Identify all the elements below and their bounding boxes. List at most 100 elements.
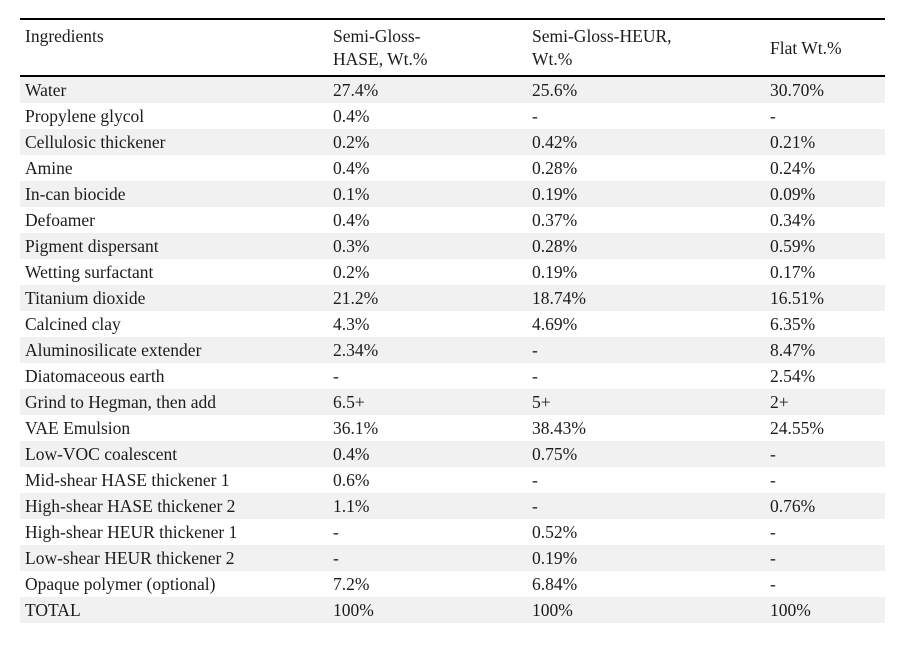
table-body: Water 27.4% 25.6% 30.70% Propylene glycol 0.4… bbox=[20, 76, 885, 623]
value-flat: 6.35% bbox=[770, 314, 816, 334]
table-row: Low-VOC coalescent 0.4% 0.75% - bbox=[20, 441, 885, 467]
value-semigloss-heur: 0.52% bbox=[532, 522, 578, 542]
table-header: Ingredients Semi-Gloss-HASE, Wt.% Semi-Glo… bbox=[20, 19, 885, 76]
value-semigloss-heur: 18.74% bbox=[532, 288, 586, 308]
table-row: In-can biocide 0.1% 0.19% 0.09% bbox=[20, 181, 885, 207]
value-flat: 0.17% bbox=[770, 262, 816, 282]
value-semigloss-heur: 100% bbox=[532, 600, 573, 620]
value-semigloss-hase: 27.4% bbox=[333, 80, 379, 100]
value-semigloss-heur: 5+ bbox=[532, 392, 551, 412]
value-flat: 24.55% bbox=[770, 418, 824, 438]
table-row: Low-shear HEUR thickener 2 - 0.19% - bbox=[20, 545, 885, 571]
value-semigloss-hase: 1.1% bbox=[333, 496, 370, 516]
ingredient-name: Low-VOC coalescent bbox=[25, 444, 178, 464]
ingredient-name: Grind to Hegman, then add bbox=[25, 392, 216, 412]
ingredient-name: TOTAL bbox=[25, 600, 81, 620]
value-flat: 2.54% bbox=[770, 366, 816, 386]
value-semigloss-heur: 0.75% bbox=[532, 444, 578, 464]
table-row: Opaque polymer (optional) 7.2% 6.84% - bbox=[20, 571, 885, 597]
column-header-semigloss-heur: Semi-Gloss-HEUR, Wt.% bbox=[532, 26, 672, 69]
value-flat: 0.24% bbox=[770, 158, 816, 178]
value-flat: - bbox=[770, 548, 776, 568]
value-semigloss-heur: - bbox=[532, 340, 538, 360]
ingredient-name: Diatomaceous earth bbox=[25, 366, 165, 386]
ingredient-name: Mid-shear HASE thickener 1 bbox=[25, 470, 230, 490]
value-semigloss-heur: 6.84% bbox=[532, 574, 578, 594]
value-semigloss-heur: - bbox=[532, 106, 538, 126]
ingredient-name: Titanium dioxide bbox=[25, 288, 146, 308]
value-semigloss-hase: 0.4% bbox=[333, 158, 370, 178]
value-flat: 16.51% bbox=[770, 288, 824, 308]
value-semigloss-heur: - bbox=[532, 496, 538, 516]
value-flat: 0.34% bbox=[770, 210, 816, 230]
value-flat: 2+ bbox=[770, 392, 789, 412]
value-semigloss-heur: 0.28% bbox=[532, 158, 578, 178]
table-row: Wetting surfactant 0.2% 0.19% 0.17% bbox=[20, 259, 885, 285]
ingredient-name: Propylene glycol bbox=[25, 106, 145, 126]
table-row: High-shear HASE thickener 2 1.1% - 0.76% bbox=[20, 493, 885, 519]
value-semigloss-heur: 0.19% bbox=[532, 548, 578, 568]
table-row: Grind to Hegman, then add 6.5+ 5+ 2+ bbox=[20, 389, 885, 415]
value-flat: 0.59% bbox=[770, 236, 816, 256]
table-row: Pigment dispersant 0.3% 0.28% 0.59% bbox=[20, 233, 885, 259]
value-semigloss-heur: 38.43% bbox=[532, 418, 586, 438]
table-row: VAE Emulsion 36.1% 38.43% 24.55% bbox=[20, 415, 885, 441]
value-semigloss-heur: 0.42% bbox=[532, 132, 578, 152]
value-semigloss-hase: 2.34% bbox=[333, 340, 379, 360]
value-semigloss-hase: 0.2% bbox=[333, 262, 370, 282]
value-semigloss-heur: 25.6% bbox=[532, 80, 578, 100]
value-semigloss-hase: 0.4% bbox=[333, 106, 370, 126]
table-row: Titanium dioxide 21.2% 18.74% 16.51% bbox=[20, 285, 885, 311]
value-flat: 0.09% bbox=[770, 184, 816, 204]
value-semigloss-hase: 4.3% bbox=[333, 314, 370, 334]
value-semigloss-hase: 0.4% bbox=[333, 444, 370, 464]
table-row: High-shear HEUR thickener 1 - 0.52% - bbox=[20, 519, 885, 545]
value-flat: - bbox=[770, 106, 776, 126]
ingredient-name: Wetting surfactant bbox=[25, 262, 154, 282]
value-semigloss-hase: 0.6% bbox=[333, 470, 370, 490]
column-header-semigloss-hase: Semi-Gloss-HASE, Wt.% bbox=[333, 26, 428, 69]
value-semigloss-hase: 21.2% bbox=[333, 288, 379, 308]
value-flat: - bbox=[770, 444, 776, 464]
value-semigloss-hase: 7.2% bbox=[333, 574, 370, 594]
table-row: Water 27.4% 25.6% 30.70% bbox=[20, 76, 885, 103]
table-row: Propylene glycol 0.4% - - bbox=[20, 103, 885, 129]
table-row: Mid-shear HASE thickener 1 0.6% - - bbox=[20, 467, 885, 493]
table-row: Calcined clay 4.3% 4.69% 6.35% bbox=[20, 311, 885, 337]
value-flat: 0.21% bbox=[770, 132, 816, 152]
table-row: Defoamer 0.4% 0.37% 0.34% bbox=[20, 207, 885, 233]
ingredient-name: Amine bbox=[25, 158, 73, 178]
value-semigloss-hase: 0.4% bbox=[333, 210, 370, 230]
value-semigloss-hase: 0.2% bbox=[333, 132, 370, 152]
column-header-flat: Flat Wt.% bbox=[770, 37, 842, 58]
table-row: Diatomaceous earth - - 2.54% bbox=[20, 363, 885, 389]
value-semigloss-hase: 36.1% bbox=[333, 418, 379, 438]
header-row: Ingredients Semi-Gloss-HASE, Wt.% Semi-Glo… bbox=[20, 19, 885, 76]
ingredient-name: VAE Emulsion bbox=[25, 418, 131, 438]
value-semigloss-heur: 0.19% bbox=[532, 184, 578, 204]
value-semigloss-heur: 0.37% bbox=[532, 210, 578, 230]
ingredient-name: Low-shear HEUR thickener 2 bbox=[25, 548, 235, 568]
table-row: Amine 0.4% 0.28% 0.24% bbox=[20, 155, 885, 181]
ingredient-name: Cellulosic thickener bbox=[25, 132, 166, 152]
ingredient-name: Opaque polymer (optional) bbox=[25, 574, 216, 594]
table-row: Aluminosilicate extender 2.34% - 8.47% bbox=[20, 337, 885, 363]
ingredient-name: Aluminosilicate extender bbox=[25, 340, 202, 360]
value-semigloss-hase: - bbox=[333, 522, 339, 542]
ingredient-name: Calcined clay bbox=[25, 314, 121, 334]
table-row: Cellulosic thickener 0.2% 0.42% 0.21% bbox=[20, 129, 885, 155]
ingredient-name: High-shear HEUR thickener 1 bbox=[25, 522, 238, 542]
value-flat: 30.70% bbox=[770, 80, 824, 100]
value-semigloss-hase: 6.5+ bbox=[333, 392, 365, 412]
value-flat: 0.76% bbox=[770, 496, 816, 516]
value-semigloss-heur: 0.28% bbox=[532, 236, 578, 256]
value-semigloss-hase: 0.3% bbox=[333, 236, 370, 256]
value-semigloss-hase: 0.1% bbox=[333, 184, 370, 204]
value-semigloss-hase: - bbox=[333, 548, 339, 568]
value-flat: - bbox=[770, 470, 776, 490]
value-semigloss-heur: 0.19% bbox=[532, 262, 578, 282]
ingredient-name: Defoamer bbox=[25, 210, 95, 230]
ingredient-name: In-can biocide bbox=[25, 184, 126, 204]
ingredient-name: Pigment dispersant bbox=[25, 236, 159, 256]
value-semigloss-heur: - bbox=[532, 366, 538, 386]
